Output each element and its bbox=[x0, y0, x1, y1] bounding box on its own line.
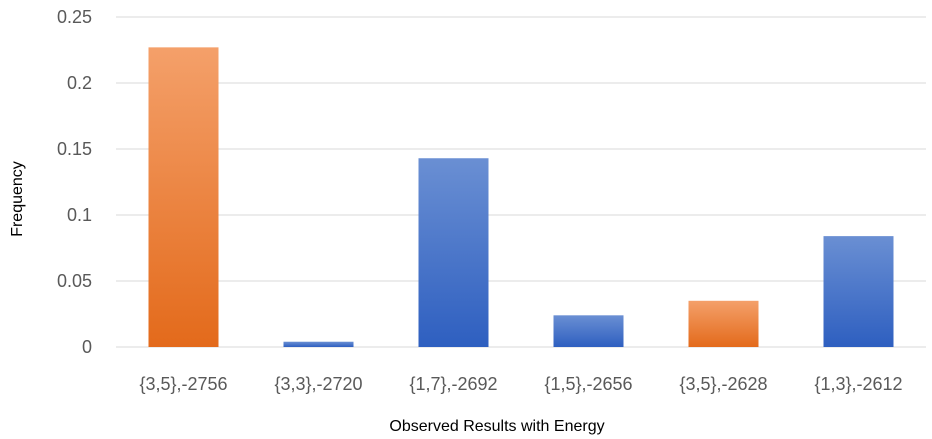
bar bbox=[823, 236, 894, 347]
x-tick-label: {3,5},-2756 bbox=[139, 374, 227, 394]
y-tick-label: 0.1 bbox=[67, 205, 92, 225]
gridlines bbox=[116, 16, 926, 348]
bar bbox=[553, 315, 624, 347]
y-axis-title: Frequency bbox=[9, 161, 26, 237]
x-tick-label: {1,3},-2612 bbox=[814, 374, 902, 394]
y-tick-label: 0.2 bbox=[67, 73, 92, 93]
y-tick-label: 0.15 bbox=[57, 139, 92, 159]
y-axis-tick-labels: 0 0.05 0.1 0.15 0.2 0.25 bbox=[57, 7, 92, 357]
x-tick-label: {3,5},-2628 bbox=[679, 374, 767, 394]
x-tick-label: {1,5},-2656 bbox=[544, 374, 632, 394]
bars bbox=[148, 47, 894, 348]
y-tick-label: 0 bbox=[82, 337, 92, 357]
bar bbox=[418, 158, 489, 347]
bar bbox=[148, 47, 219, 348]
x-tick-label: {1,7},-2692 bbox=[409, 374, 497, 394]
x-axis-tick-labels: {3,5},-2756 {3,3},-2720 {1,7},-2692 {1,5},-… bbox=[139, 374, 902, 394]
x-tick-label: {3,3},-2720 bbox=[274, 374, 362, 394]
x-axis-title: Observed Results with Energy bbox=[389, 418, 604, 435]
y-tick-label: 0.25 bbox=[57, 7, 92, 27]
y-tick-label: 0.05 bbox=[57, 271, 92, 291]
bar bbox=[688, 300, 759, 347]
bar bbox=[283, 341, 354, 347]
